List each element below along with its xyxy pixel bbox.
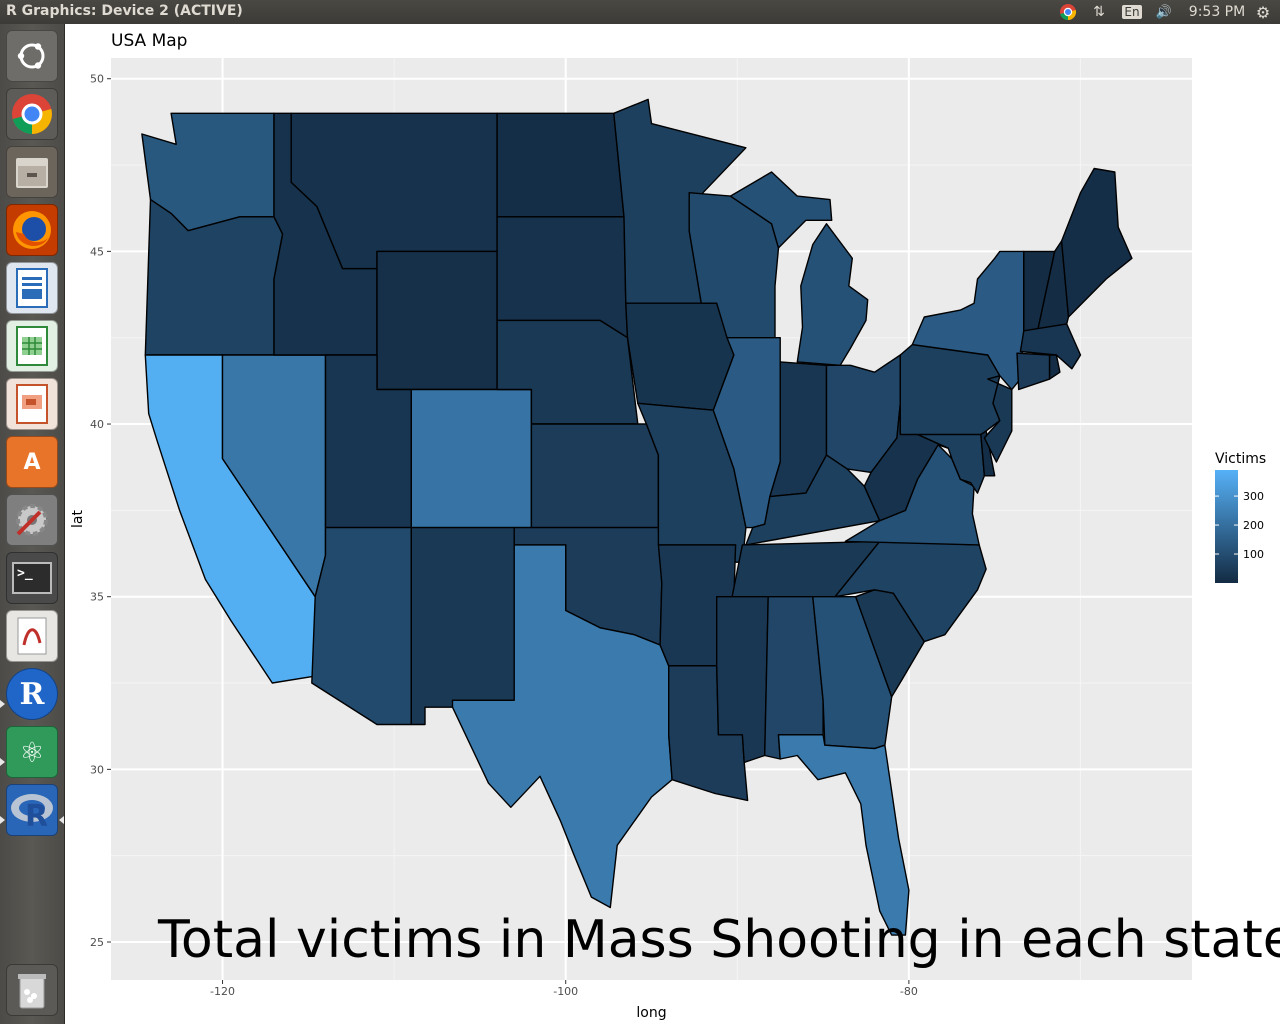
legend-tick-label: 200 <box>1243 519 1264 532</box>
top-panel: R Graphics: Device 2 (ACTIVE) ⇅ En 🔊 9:5… <box>0 0 1280 24</box>
state-michigan <box>796 223 869 366</box>
calc-icon[interactable] <box>6 320 58 372</box>
x-tick-label: -120 <box>210 985 235 998</box>
state-florida <box>777 734 910 936</box>
running-indicator <box>0 816 5 824</box>
y-tick-label: 30 <box>90 763 104 776</box>
legend-tick-label: 300 <box>1243 490 1264 503</box>
y-tick-label: 45 <box>90 245 104 258</box>
legend-tick-label: 100 <box>1243 548 1264 561</box>
state-new-york <box>911 250 1025 391</box>
state-rhode-island <box>1048 354 1061 380</box>
state-colorado <box>410 388 533 529</box>
clock[interactable]: 9:53 PM <box>1188 4 1246 20</box>
legend-title: Victims <box>1215 451 1266 467</box>
y-axis-title: lat <box>70 510 86 528</box>
volume-icon[interactable]: 🔊 <box>1155 4 1173 20</box>
state-kansas <box>530 423 660 529</box>
software-center-glyph: A <box>23 449 41 475</box>
rstudio-icon[interactable]: R <box>6 784 58 836</box>
files-icon[interactable] <box>6 146 58 198</box>
x-axis-title: long <box>636 1005 666 1021</box>
settings-icon[interactable]: ⚙ <box>1255 2 1271 22</box>
state-new-hampshire <box>1036 240 1070 332</box>
running-indicator <box>0 758 5 766</box>
firefox-icon[interactable] <box>6 204 58 256</box>
software-center-icon[interactable]: A <box>6 436 58 488</box>
terminal-prompt-glyph: >_ <box>12 562 52 594</box>
state-michigan-up <box>729 171 833 249</box>
state-south-dakota <box>496 216 629 339</box>
plot-title: USA Map <box>111 31 187 51</box>
caption-text: Total victims in Mass Shooting in each s… <box>158 910 1280 970</box>
y-tick-label: 35 <box>90 591 104 604</box>
y-tick-label: 40 <box>90 418 104 431</box>
writer-icon[interactable] <box>6 262 58 314</box>
x-tick-label: -80 <box>900 985 918 998</box>
state-north-dakota <box>496 112 625 218</box>
y-tick-label: 25 <box>90 936 104 949</box>
keyboard-layout-icon[interactable]: En <box>1121 2 1143 22</box>
running-indicator <box>0 700 5 708</box>
state-new-mexico <box>410 526 515 726</box>
r-icon[interactable]: R <box>6 668 58 720</box>
legend-colorbar <box>1215 470 1238 583</box>
chrome-indicator-icon[interactable] <box>1058 2 1078 22</box>
svg-text:R: R <box>25 799 48 830</box>
state-texas <box>451 544 673 909</box>
ubuntu-dash-icon[interactable] <box>6 30 58 82</box>
impress-icon[interactable] <box>6 378 58 430</box>
network-icon[interactable]: ⇅ <box>1093 4 1105 20</box>
state-new-jersey <box>983 375 1013 463</box>
x-tick-label: -100 <box>553 985 578 998</box>
atom-glyph: ⚛ <box>19 735 45 769</box>
atom-icon[interactable]: ⚛ <box>6 726 58 778</box>
focused-indicator <box>59 816 64 824</box>
state-wyoming <box>376 250 498 391</box>
state-pennsylvania <box>899 343 1001 436</box>
terminal-icon[interactable]: >_ <box>6 552 58 604</box>
state-maine <box>1060 167 1133 318</box>
plot-window: -120 -100 -80 25 30 35 40 45 50 long lat USA Map Vic… <box>65 24 1280 1024</box>
r-glyph: R <box>19 676 45 712</box>
window-title: R Graphics: Device 2 (ACTIVE) <box>6 3 243 19</box>
system-settings-icon[interactable] <box>6 494 58 546</box>
trash-icon[interactable] <box>6 964 58 1016</box>
usa-map-chart: -120 -100 -80 25 30 35 40 45 50 long lat USA Map Vic… <box>70 31 1266 1021</box>
state-iowa <box>625 302 735 411</box>
y-tick-label: 50 <box>90 73 104 86</box>
chrome-icon[interactable] <box>6 88 58 140</box>
launcher: A >_ R ⚛ R <box>0 24 65 1024</box>
document-viewer-icon[interactable] <box>6 610 58 662</box>
keyboard-layout-label: En <box>1122 5 1142 19</box>
